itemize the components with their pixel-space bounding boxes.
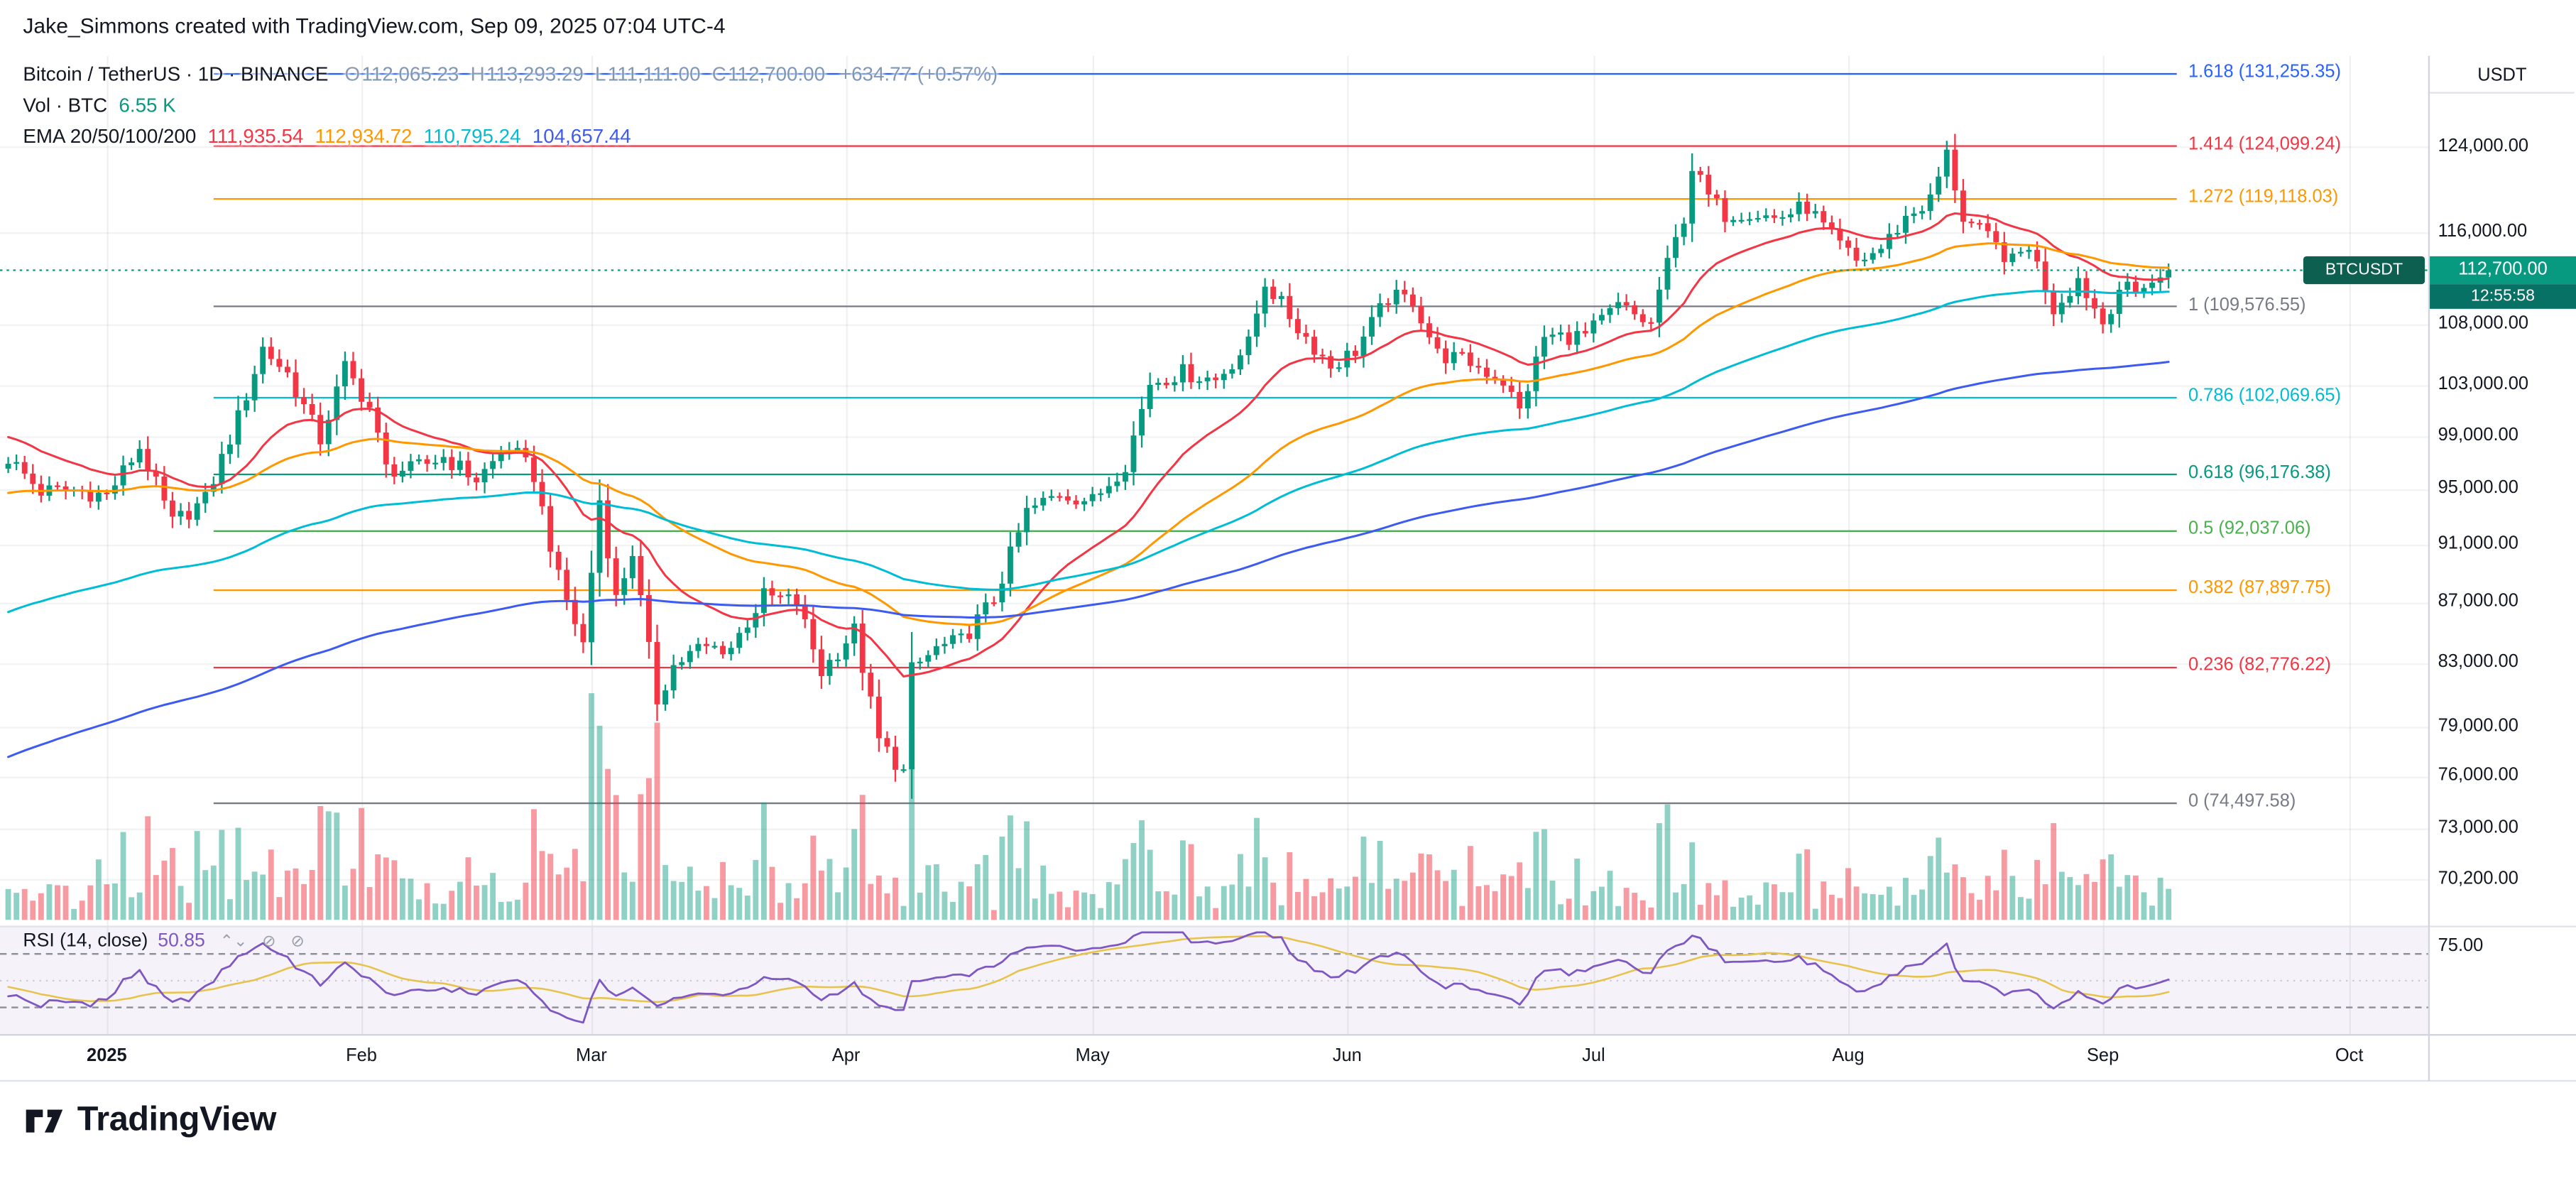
close-label: C xyxy=(711,62,726,86)
price-tick-label: 95,000.00 xyxy=(2438,479,2518,499)
ema50-value: 112,934.72 xyxy=(315,124,413,148)
price-tick-label: 83,000.00 xyxy=(2438,652,2518,673)
fib-level-label[interactable]: 1.618 (131,255.35) xyxy=(2188,62,2342,82)
time-axis-label: 2025 xyxy=(87,1046,127,1067)
fib-level-label[interactable]: 1.272 (119,118.03) xyxy=(2188,187,2339,207)
time-axis-label: Feb xyxy=(346,1046,377,1067)
fib-level-label[interactable]: 0.786 (102,069.65) xyxy=(2188,386,2342,406)
ema100-value: 110,795.24 xyxy=(423,124,521,148)
fib-level-label[interactable]: 0.236 (82,776.22) xyxy=(2188,655,2331,676)
price-tick-label: 108,000.00 xyxy=(2438,313,2529,334)
price-tick-label: 91,000.00 xyxy=(2438,534,2518,554)
time-axis-label: Aug xyxy=(1832,1046,1865,1067)
high-label: H xyxy=(470,62,485,86)
time-axis-label: Sep xyxy=(2086,1046,2119,1067)
rsi-collapse-icon[interactable]: ⌃⌄ xyxy=(219,932,248,952)
price-tick-label: 103,000.00 xyxy=(2438,374,2529,395)
low-label: L xyxy=(595,62,606,86)
fib-level-label[interactable]: 0.618 (96,176.38) xyxy=(2188,462,2331,483)
high-value: 113,293.29 xyxy=(486,62,584,86)
last-price-badge[interactable]: 112,700.00 xyxy=(2430,256,2576,285)
attribution-text: Jake_Simmons created with TradingView.co… xyxy=(23,13,726,38)
ema-label[interactable]: EMA 20/50/100/200 xyxy=(23,124,197,148)
time-axis-label: Oct xyxy=(2335,1046,2364,1067)
footer: TradingView xyxy=(23,1099,276,1141)
rsi-value: 50.85 xyxy=(158,931,205,952)
close-value: 112,700.00 xyxy=(728,62,826,86)
price-tick-label: 79,000.00 xyxy=(2438,716,2518,736)
price-tick-label: 73,000.00 xyxy=(2438,817,2518,838)
rsi-tick-label: 75.00 xyxy=(2438,935,2484,956)
symbol-title[interactable]: Bitcoin / TetherUS · 1D · BINANCE xyxy=(23,62,329,86)
price-axis-currency[interactable]: USDT xyxy=(2430,59,2575,94)
price-tick-label: 124,000.00 xyxy=(2438,135,2529,156)
rsi-legend-row: RSI (14, close) 50.85 ⌃⌄ ⊘ ⊘ xyxy=(23,931,305,951)
price-tick-label: 70,200.00 xyxy=(2438,868,2518,888)
time-axis-label: May xyxy=(1075,1046,1110,1067)
price-tick-label: 87,000.00 xyxy=(2438,592,2518,612)
tradingview-wordmark[interactable]: TradingView xyxy=(77,1100,277,1138)
time-axis[interactable]: 2025 Feb Mar Apr May Jun Jul Aug Sep Oct xyxy=(0,1035,2576,1081)
rsi-label[interactable]: RSI (14, close) xyxy=(23,931,148,952)
ema200-value: 104,657.44 xyxy=(532,124,631,148)
ema20-value: 111,935.54 xyxy=(207,124,304,148)
tradingview-logo-icon[interactable] xyxy=(23,1099,65,1141)
fib-level-label[interactable]: 0.5 (92,037.06) xyxy=(2188,519,2311,540)
fib-level-label[interactable]: 0.382 (87,897.75) xyxy=(2188,578,2331,599)
open-label: O xyxy=(344,62,361,86)
fib-level-label[interactable]: 1 (109,576.55) xyxy=(2188,295,2306,315)
open-value: 112,065.23 xyxy=(361,62,459,86)
volume-legend-row: Vol · BTC 6.55 K xyxy=(23,94,175,116)
time-axis-label: Mar xyxy=(576,1046,607,1067)
time-axis-label: Jun xyxy=(1332,1046,1362,1067)
low-value: 111,111.00 xyxy=(607,62,701,86)
price-tick-label: 76,000.00 xyxy=(2438,766,2518,786)
bar-countdown-badge: 12:55:58 xyxy=(2430,284,2576,309)
time-axis-label: Jul xyxy=(1582,1046,1605,1067)
price-tick-label: 116,000.00 xyxy=(2438,221,2528,241)
ema-legend-row: EMA 20/50/100/200 111,935.54 112,934.72 110… xyxy=(23,125,631,148)
symbol-price-line-badge[interactable]: BTCUSDT xyxy=(2303,256,2425,285)
fib-level-label[interactable]: 0 (74,497.58) xyxy=(2188,791,2296,812)
change-value: +634.77 (+0.57%) xyxy=(839,62,998,86)
rsi-visibility-icon[interactable]: ⊘ xyxy=(262,932,276,952)
volume-label[interactable]: Vol · BTC xyxy=(23,93,108,117)
fib-level-label[interactable]: 1.414 (124,099.24) xyxy=(2188,134,2342,155)
rsi-more-icon[interactable]: ⊘ xyxy=(290,932,305,952)
price-tick-label: 99,000.00 xyxy=(2438,425,2518,446)
main-legend-row: Bitcoin / TetherUS · 1D · BINANCE O 112,06… xyxy=(23,62,998,85)
time-axis-label: Apr xyxy=(831,1046,861,1067)
volume-value: 6.55 K xyxy=(119,93,176,117)
